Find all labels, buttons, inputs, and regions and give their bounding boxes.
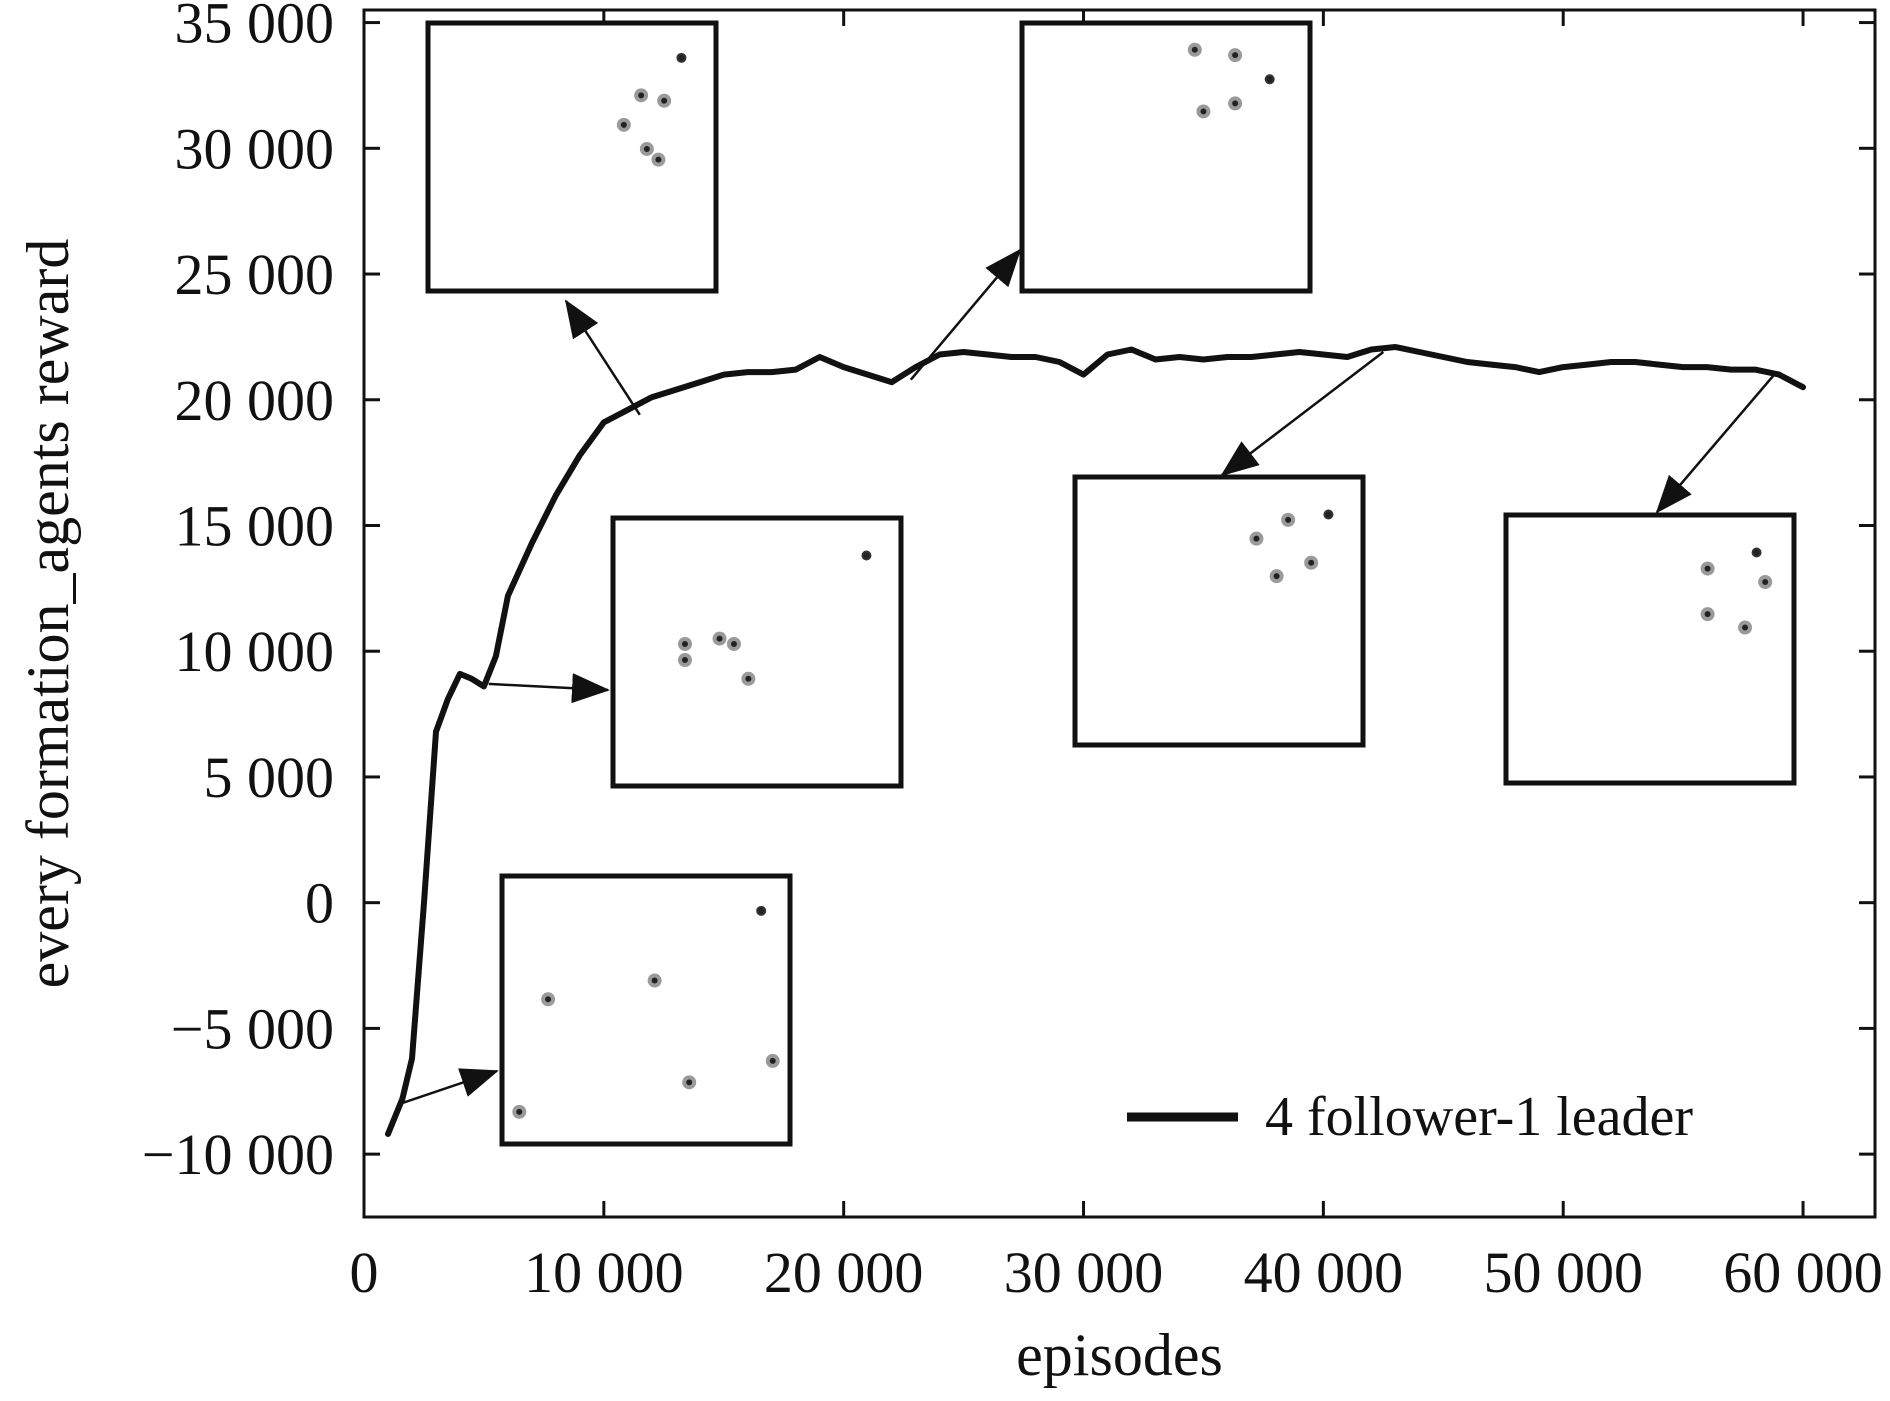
agent-dot-core — [745, 675, 752, 682]
inset-1 — [399, 873, 793, 1147]
inset-frame — [610, 515, 904, 789]
y-tick-label: 15 000 — [175, 493, 335, 558]
inset-5 — [1072, 350, 1385, 748]
agent-dot-core — [682, 657, 688, 664]
agent-dot-core — [1232, 52, 1239, 59]
inset-arrow — [909, 248, 1022, 381]
inset-arrow — [488, 673, 610, 704]
agent-dot-core — [769, 1057, 776, 1064]
inset-arrow — [1655, 373, 1776, 514]
legend: 4 follower-1 leader — [1127, 1086, 1693, 1148]
agent-dot-core — [758, 907, 765, 914]
y-tick-label: 5 000 — [204, 745, 335, 810]
annotations — [399, 20, 1797, 1147]
agent-dot-core — [863, 552, 870, 559]
x-tick-label: 50 000 — [1483, 1240, 1643, 1305]
agent-dot-core — [516, 1108, 523, 1115]
agent-dot-core — [1253, 535, 1260, 542]
inset-frame — [1503, 512, 1797, 786]
y-tick-label: 35 000 — [175, 0, 335, 56]
inset-4 — [909, 20, 1313, 381]
inset-frame — [499, 873, 793, 1147]
y-tick-label: 25 000 — [175, 242, 335, 307]
agent-dot-core — [730, 640, 737, 647]
y-tick-label: 20 000 — [175, 368, 335, 433]
agent-dot-core — [1704, 565, 1711, 572]
agent-dot-core — [1273, 573, 1280, 580]
series-group — [385, 344, 1806, 1137]
agent-dot-core — [1742, 624, 1749, 631]
y-tick-label: 30 000 — [175, 116, 335, 181]
y-tick-label: 0 — [305, 871, 334, 936]
inset-6 — [1503, 373, 1797, 786]
agent-dot-core — [1232, 100, 1239, 107]
agent-dot-core — [716, 635, 723, 642]
x-tick-label: 30 000 — [1004, 1240, 1164, 1305]
agent-dot-core — [651, 977, 658, 984]
plot-frame — [362, 8, 1877, 1219]
agent-dot-core — [638, 92, 645, 99]
x-axis-title: episodes — [1016, 1322, 1223, 1388]
x-tick-label: 20 000 — [764, 1240, 924, 1305]
agent-dot-core — [678, 54, 685, 61]
agent-dot-core — [1191, 46, 1198, 53]
agent-dot-core — [545, 996, 552, 1003]
legend-label: 4 follower-1 leader — [1265, 1086, 1693, 1148]
x-tick-label: 40 000 — [1244, 1240, 1404, 1305]
agent-dot-core — [655, 156, 662, 163]
inset-frame — [1019, 20, 1313, 294]
x-tick-label: 60 000 — [1723, 1240, 1883, 1305]
agent-dot-core — [661, 97, 668, 104]
agent-dot-core — [1762, 579, 1769, 585]
series-line — [385, 344, 1806, 1137]
inset-frame — [1072, 474, 1366, 748]
y-axis-title: every formation_agents reward — [15, 239, 81, 989]
inset-3 — [425, 20, 719, 416]
agent-dot-core — [643, 145, 650, 152]
y-tick-labels: −10 000 −5 000 0 5 000 10 000 15 000 20 000 25 … — [142, 0, 334, 1187]
y-tick-label: 10 000 — [175, 619, 335, 684]
agent-dot-core — [620, 121, 627, 128]
x-tick-label: 10 000 — [524, 1240, 684, 1305]
x-tick-labels: 0 10 000 20 000 30 000 40 000 50 000 60 000 — [350, 1240, 1883, 1305]
agent-dot-core — [682, 640, 688, 647]
agent-dot-core — [1325, 511, 1332, 518]
agent-dot-core — [1704, 611, 1711, 618]
agent-dot-core — [1200, 108, 1207, 115]
inset-frame — [425, 20, 719, 294]
inset-arrow — [399, 1068, 499, 1106]
plot-area — [362, 8, 1877, 1219]
y-tick-label: −10 000 — [142, 1122, 334, 1187]
agent-dot-core — [1308, 559, 1315, 566]
axis-ticks — [362, 10, 1875, 1217]
agent-dot-core — [1285, 516, 1292, 523]
agent-dot-core — [1266, 76, 1273, 83]
agent-dot-core — [686, 1079, 693, 1086]
y-tick-label: −5 000 — [171, 996, 334, 1061]
x-tick-label: 0 — [350, 1240, 379, 1305]
inset-2 — [488, 515, 904, 789]
inset-arrow — [564, 299, 641, 416]
inset-arrow — [1220, 350, 1385, 477]
agent-dot-core — [1753, 549, 1760, 556]
